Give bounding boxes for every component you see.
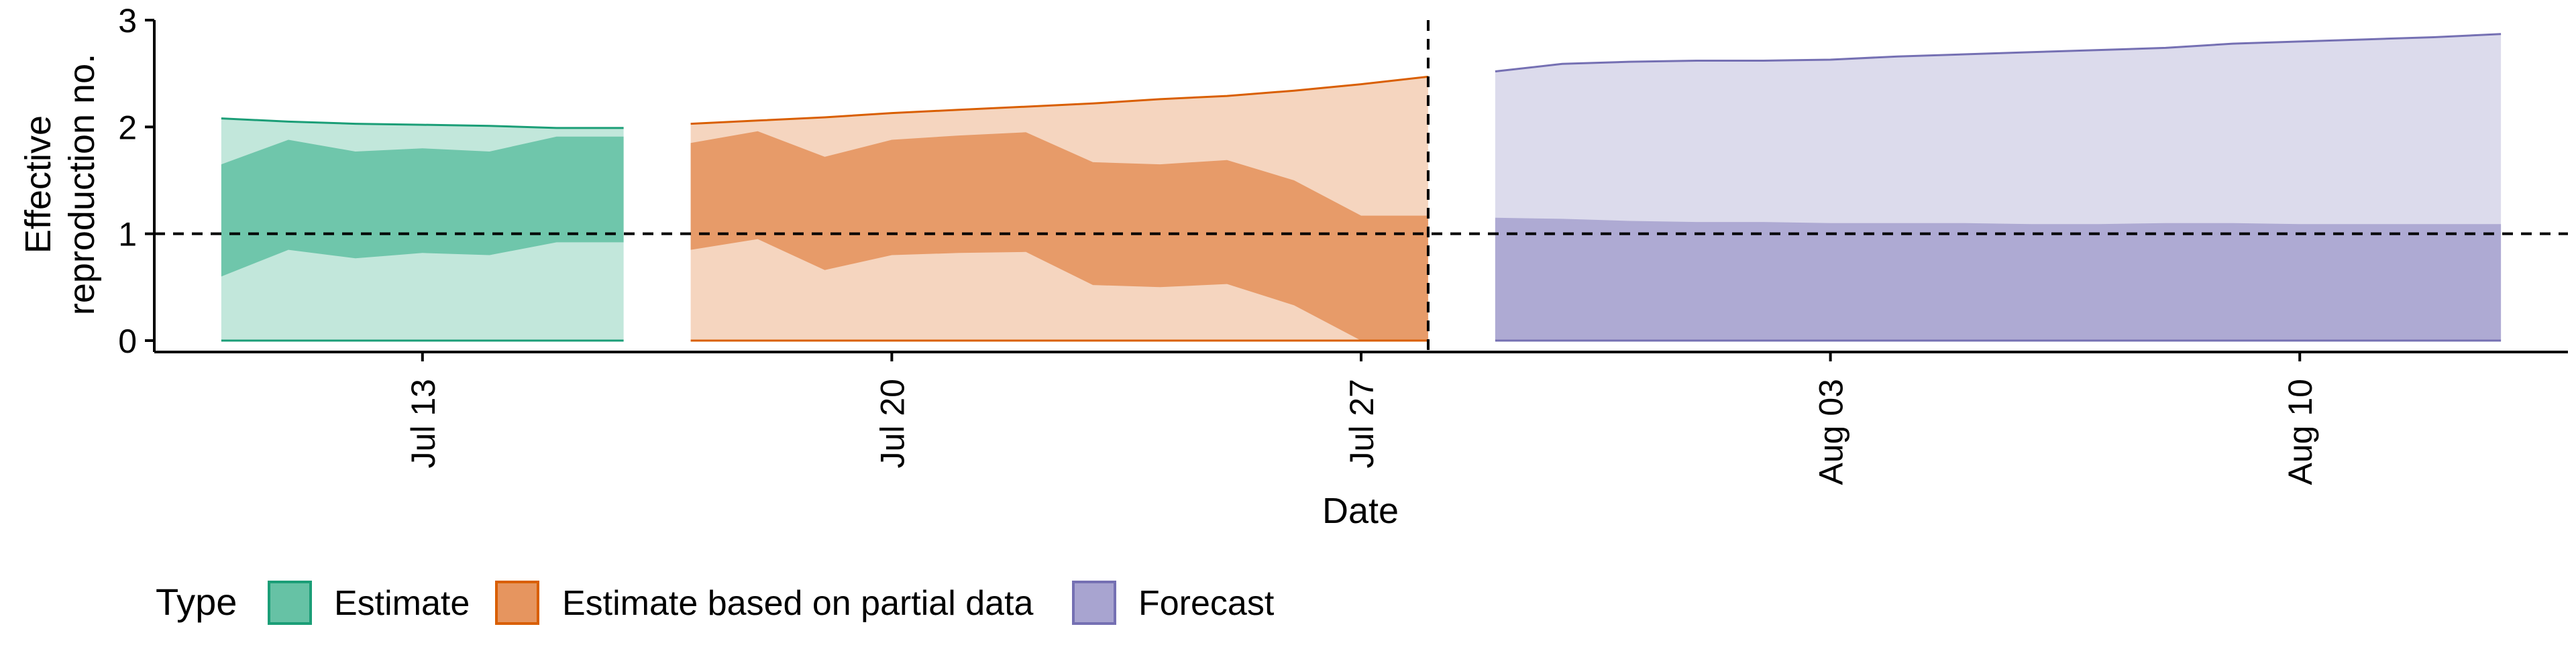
series-3-50pct-band <box>1495 217 2502 341</box>
legend-key-forecast <box>1072 581 1116 625</box>
y-tick-label: 3 <box>118 2 137 40</box>
y-tick-label: 2 <box>118 109 137 146</box>
legend-label-forecast: Forecast <box>1138 584 1275 623</box>
legend-key-estimate <box>268 581 312 625</box>
legend: Type Estimate Estimate based on partial … <box>156 581 1275 625</box>
legend-label-estimate: Estimate <box>334 584 470 623</box>
series-1-upper-edge <box>221 117 624 129</box>
legend-title: Type <box>156 581 237 623</box>
y-axis-title-line-1: Effective <box>18 115 58 253</box>
x-tick-label: Jul 13 <box>405 379 442 468</box>
plot-layer <box>154 20 2568 352</box>
x-tick-label: Jul 20 <box>873 379 911 468</box>
x-tick-label: Aug 03 <box>1813 379 1850 485</box>
y-axis-title-line-2: reproduction no. <box>62 54 102 315</box>
x-tick-label: Jul 27 <box>1343 379 1381 468</box>
legend-label-estimate-partial: Estimate based on partial data <box>562 584 1034 623</box>
series-2-upper-edge <box>690 75 1429 125</box>
y-tick-label: 1 <box>118 216 137 253</box>
series-3-upper-edge <box>1495 33 2502 72</box>
series-2-50pct-band <box>690 131 1428 341</box>
legend-key-estimate-partial <box>495 581 539 625</box>
y-tick-label: 0 <box>118 322 137 360</box>
x-tick-label: Aug 10 <box>2282 379 2319 485</box>
x-axis-title: Date <box>1322 491 1399 531</box>
axes-layer: Date Effective reproduction no. 0 1 2 3 Jul … <box>18 2 2568 531</box>
series-1-50pct-band <box>221 136 624 277</box>
